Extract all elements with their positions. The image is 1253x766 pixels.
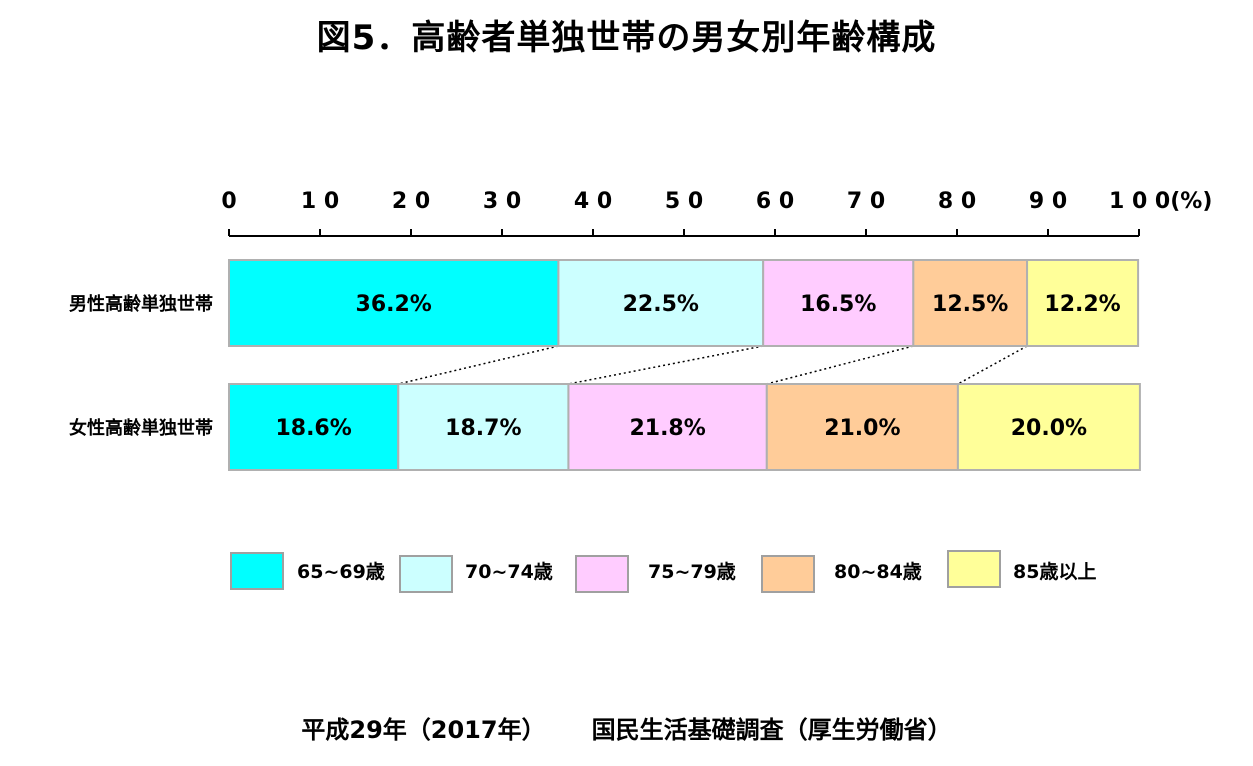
legend-swatch: [230, 552, 284, 590]
legend-label: 80~84歳: [834, 561, 922, 583]
data-label: 12.5%: [932, 292, 1008, 317]
category-label: 男性高齢単独世帯: [69, 293, 213, 315]
legend-label: 75~79歳: [648, 561, 736, 583]
source-footer: 平成29年（2017年） 国民生活基礎調査（厚生労働省）: [0, 710, 1253, 745]
legend-label: 70~74歳: [465, 561, 553, 583]
legend-swatch: [947, 550, 1001, 588]
data-label: 36.2%: [356, 292, 432, 317]
bar-segment: [762, 259, 915, 347]
data-label: 18.7%: [445, 416, 521, 441]
x-axis-tick-label: 8 0: [938, 189, 976, 214]
x-axis-tick-label: 1 0: [301, 189, 339, 214]
series-connector-line: [766, 345, 914, 385]
legend-swatch: [575, 555, 629, 593]
data-label: 12.2%: [1044, 292, 1120, 317]
bar-segment: [397, 383, 570, 471]
legend-label: 65~69歳: [297, 561, 385, 583]
survey-year: 平成29年（2017年）: [301, 716, 546, 744]
data-label: 21.0%: [824, 416, 900, 441]
x-axis-tick-label: 9 0: [1029, 189, 1067, 214]
legend-swatch: [399, 555, 453, 593]
legend-swatch: [761, 555, 815, 593]
x-axis-tick-label: 0: [221, 189, 236, 214]
x-axis-tick-label: 6 0: [756, 189, 794, 214]
data-label: 21.8%: [629, 416, 705, 441]
bar-segment: [567, 383, 768, 471]
bar-segment: [765, 383, 959, 471]
x-axis-tick-label: 3 0: [483, 189, 521, 214]
category-label: 女性高齢単独世帯: [69, 417, 213, 439]
series-connector-line: [398, 345, 559, 385]
data-label: 16.5%: [800, 292, 876, 317]
data-label: 20.0%: [1011, 416, 1087, 441]
legend-label: 85歳以上: [1013, 561, 1096, 583]
series-connector-line: [568, 345, 764, 385]
bar-segment: [912, 259, 1029, 347]
x-axis-tick-label: 4 0: [574, 189, 612, 214]
x-axis-tick-label: 1 0 0(%): [1109, 189, 1212, 214]
data-label: 18.6%: [275, 416, 351, 441]
bar-segment: [1026, 259, 1140, 347]
bar-segment: [228, 259, 560, 347]
x-axis-tick-label: 2 0: [392, 189, 430, 214]
survey-source: 国民生活基礎調査（厚生労働省）: [591, 716, 952, 744]
data-label: 22.5%: [623, 292, 699, 317]
bar-segment: [228, 383, 400, 471]
chart-title: 図5．高齢者単独世帯の男女別年齢構成: [316, 18, 937, 58]
series-connector-line: [957, 345, 1028, 385]
x-axis-tick-label: 7 0: [847, 189, 885, 214]
bar-segment: [956, 383, 1141, 471]
x-axis-tick-label: 5 0: [665, 189, 703, 214]
